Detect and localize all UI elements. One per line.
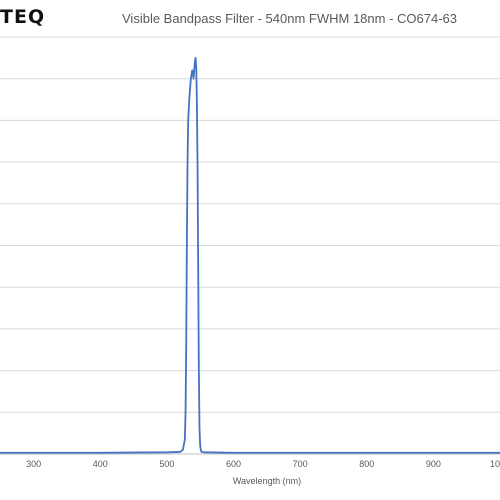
- x-tick-label: 300: [26, 459, 41, 469]
- x-tick-label: 1000: [490, 459, 500, 469]
- brand-logo: TEQ: [0, 6, 46, 28]
- x-tick-label: 700: [293, 459, 308, 469]
- x-tick-label: 400: [93, 459, 108, 469]
- x-tick-label: 800: [359, 459, 374, 469]
- gridlines: [0, 36, 500, 413]
- x-axis-label: Wavelength (nm): [233, 476, 301, 486]
- chart-title: Visible Bandpass Filter - 540nm FWHM 18n…: [122, 11, 457, 26]
- x-tick-label: 600: [226, 459, 241, 469]
- x-axis-ticks: 300 400 500 600 700 800 900 1000: [26, 459, 500, 469]
- transmission-series-line: [0, 56, 500, 454]
- x-tick-label: 500: [159, 459, 174, 469]
- x-tick-label: 900: [426, 459, 441, 469]
